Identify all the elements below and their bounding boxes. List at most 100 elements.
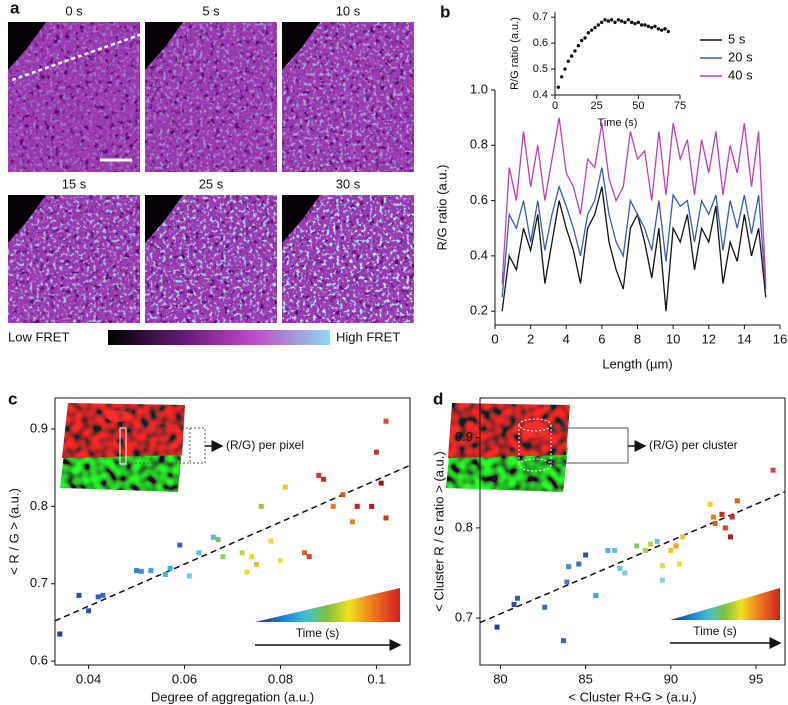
point bbox=[196, 550, 202, 556]
point bbox=[606, 19, 611, 23]
point bbox=[649, 25, 654, 30]
x-tick-label: 16 bbox=[773, 331, 787, 346]
y-tick-label: 0.7 bbox=[455, 610, 473, 625]
frame-corner bbox=[282, 195, 320, 243]
y-tick-label: 0.6 bbox=[533, 37, 548, 49]
y-tick-label: 0.8 bbox=[30, 498, 48, 513]
point bbox=[599, 20, 604, 25]
point bbox=[663, 27, 667, 31]
point bbox=[623, 20, 627, 25]
point bbox=[727, 534, 733, 540]
point bbox=[186, 573, 192, 579]
point bbox=[707, 501, 713, 507]
point bbox=[354, 503, 360, 509]
point bbox=[609, 18, 614, 22]
point bbox=[369, 503, 375, 509]
point bbox=[253, 561, 259, 567]
frame-speckle bbox=[8, 22, 140, 172]
point bbox=[514, 595, 520, 601]
point bbox=[605, 547, 611, 553]
point bbox=[589, 28, 594, 32]
point bbox=[583, 552, 589, 558]
fit-line bbox=[479, 491, 786, 624]
axes-frame bbox=[554, 12, 680, 96]
point bbox=[659, 28, 664, 32]
point bbox=[57, 631, 63, 637]
point bbox=[666, 29, 671, 34]
x-axis-label: Degree of aggregation (a.u.) bbox=[151, 689, 314, 704]
x-tick-label: 0.06 bbox=[172, 671, 197, 686]
axes-frame bbox=[54, 397, 411, 666]
point bbox=[622, 570, 628, 576]
x-axis-label: < Cluster R+G > (a.u.) bbox=[568, 689, 696, 704]
point bbox=[576, 561, 582, 567]
point bbox=[629, 20, 634, 25]
point bbox=[617, 565, 623, 571]
panel-label: b bbox=[440, 2, 450, 21]
x-tick-label: 10 bbox=[666, 331, 680, 346]
frame-label: 10 s bbox=[336, 3, 361, 18]
x-tick-label: 12 bbox=[702, 331, 716, 346]
point bbox=[613, 20, 617, 25]
point bbox=[634, 543, 640, 549]
legend-label: 20 s bbox=[728, 49, 753, 64]
point bbox=[560, 638, 566, 644]
y-tick-label: 0.2 bbox=[470, 303, 488, 318]
point bbox=[177, 542, 183, 548]
frame-label: 5 s bbox=[202, 3, 220, 18]
red-layer bbox=[62, 403, 185, 458]
legend-label: 5 s bbox=[728, 31, 746, 46]
y-axis-label: R/G ratio (a.u.) bbox=[434, 165, 449, 251]
fret-colorbar bbox=[108, 330, 330, 345]
panel-label: c bbox=[8, 389, 17, 408]
x-axis-label: Time (s) bbox=[598, 117, 638, 129]
point bbox=[642, 547, 648, 553]
point bbox=[676, 561, 682, 567]
point bbox=[556, 85, 561, 89]
point bbox=[636, 20, 641, 25]
point bbox=[494, 624, 500, 630]
point bbox=[564, 579, 570, 585]
point bbox=[770, 467, 776, 473]
point bbox=[619, 19, 624, 23]
point bbox=[586, 31, 591, 35]
y-tick-label: 0.7 bbox=[30, 575, 48, 590]
point bbox=[321, 476, 327, 482]
point bbox=[559, 75, 564, 79]
annotation: (R/G) per pixel bbox=[226, 438, 304, 452]
point bbox=[729, 514, 735, 520]
point bbox=[680, 534, 686, 540]
y-tick-label: 0.6 bbox=[30, 653, 48, 668]
colorbar-label: Time (s) bbox=[693, 624, 737, 638]
point bbox=[306, 554, 312, 560]
x-tick-label: 0.04 bbox=[76, 671, 101, 686]
point bbox=[148, 568, 154, 574]
point bbox=[563, 67, 567, 71]
x-tick-label: 0.08 bbox=[268, 671, 293, 686]
frame-corner bbox=[8, 195, 46, 243]
point bbox=[511, 602, 517, 608]
x-tick-label: 14 bbox=[737, 331, 751, 346]
y-tick-label: 0.8 bbox=[455, 519, 473, 534]
point bbox=[383, 418, 389, 424]
point bbox=[626, 18, 631, 22]
point bbox=[277, 558, 283, 564]
pixel-box bbox=[119, 427, 127, 465]
point bbox=[378, 480, 384, 486]
point bbox=[542, 604, 548, 610]
point bbox=[167, 565, 173, 571]
point bbox=[349, 519, 355, 525]
c-illustration bbox=[60, 403, 224, 492]
time-colorbar bbox=[670, 588, 780, 620]
point bbox=[579, 38, 584, 43]
colorbar-label: Time (s) bbox=[296, 626, 340, 640]
point bbox=[647, 541, 653, 547]
point bbox=[734, 498, 740, 504]
point bbox=[659, 577, 665, 583]
point bbox=[244, 569, 250, 575]
annotation: (R/G) per cluster bbox=[649, 438, 738, 452]
point bbox=[653, 24, 657, 28]
point bbox=[633, 21, 637, 26]
